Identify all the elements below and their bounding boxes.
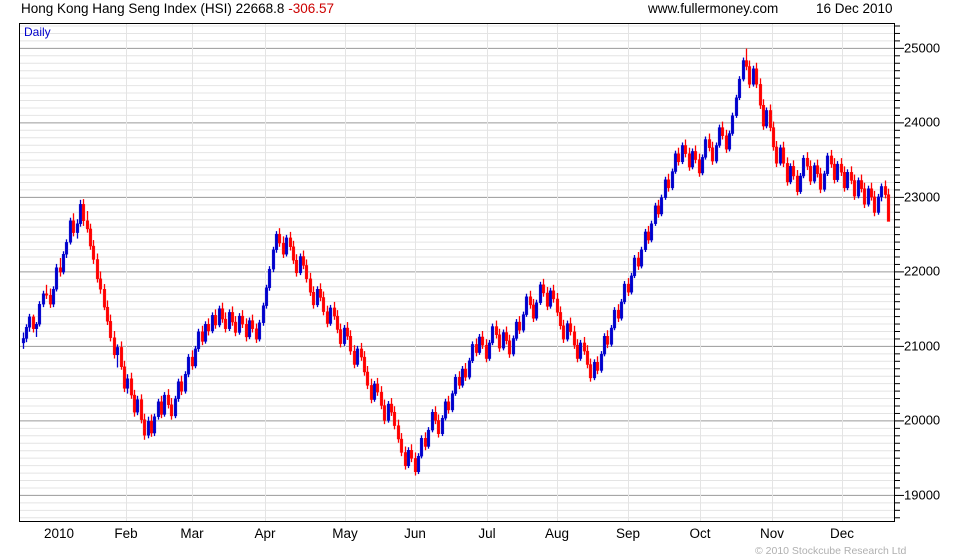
x-axis: 2010 Feb Mar Apr May Jun Jul Aug Sep Oct Nov Dec [19,522,895,550]
plot-area: Daily [19,23,895,522]
y-axis-tick-label: 25000 [904,40,941,56]
chart-header: Hong Kong Hang Seng Index (HSI) 22668.8 … [0,0,980,22]
y-axis-tick-label: 19000 [904,487,941,503]
x-axis-tick-label: Jul [478,526,496,541]
y-axis-tick-label: 22000 [904,263,941,279]
y-axis-tick-label: 24000 [904,114,941,130]
x-axis-tick-label: Dec [829,526,855,541]
x-axis-tick-label: Jun [404,526,426,541]
y-axis-tick-label: 20000 [904,412,941,428]
y-axis-tick-label: 21000 [904,338,941,354]
x-axis-tick-label: Oct [689,526,711,541]
y-axis-tickmarks [895,25,904,519]
candlestick-series [21,48,891,476]
x-axis-tick-label: Mar [180,526,204,541]
x-axis-tick-label: 2010 [43,526,75,541]
x-axis-tick-label: Feb [114,526,138,541]
instrument-title: Hong Kong Hang Seng Index (HSI) 22668.8 … [21,1,334,16]
website-label: www.fullermoney.com [648,1,779,16]
chart-date: 16 Dec 2010 [816,1,893,16]
price-change: -306.57 [288,1,334,16]
x-axis-tick-label: Aug [544,526,570,541]
timeframe-label: Daily [24,25,51,39]
x-axis-tick-label: Apr [254,526,276,541]
x-axis-tick-label: Nov [759,526,785,541]
copyright-notice: © 2010 Stockcube Research Ltd [755,545,907,557]
x-axis-tick-label: Sep [615,526,641,541]
y-axis-tick-label: 23000 [904,189,941,205]
instrument-title-text: Hong Kong Hang Seng Index (HSI) 22668.8 [21,1,285,16]
chart-gridlines [20,24,894,521]
x-axis-tick-label: May [332,526,358,541]
y-axis: 19000 20000 21000 22000 23000 24000 25000 [895,23,980,522]
